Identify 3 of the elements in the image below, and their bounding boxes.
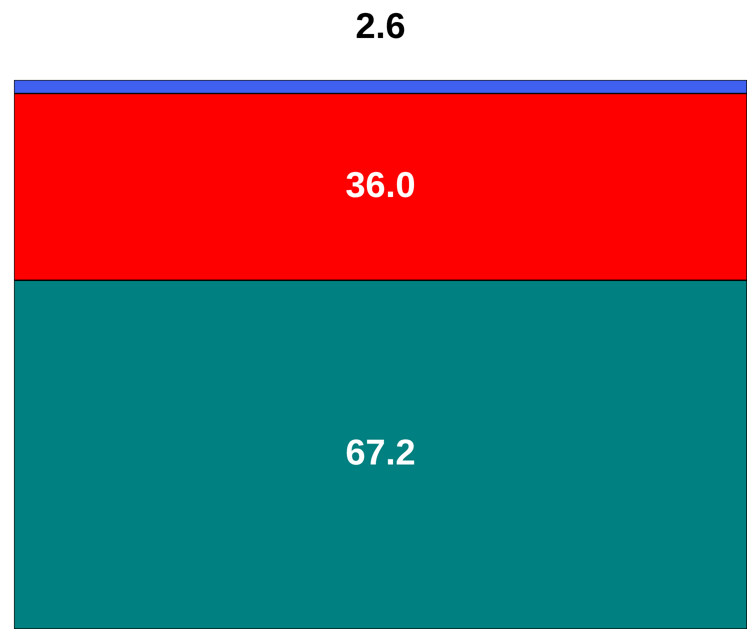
data-label: 2.6 bbox=[355, 4, 406, 46]
data-label: 36.0 bbox=[345, 164, 416, 205]
data-label: 67.2 bbox=[345, 432, 416, 473]
